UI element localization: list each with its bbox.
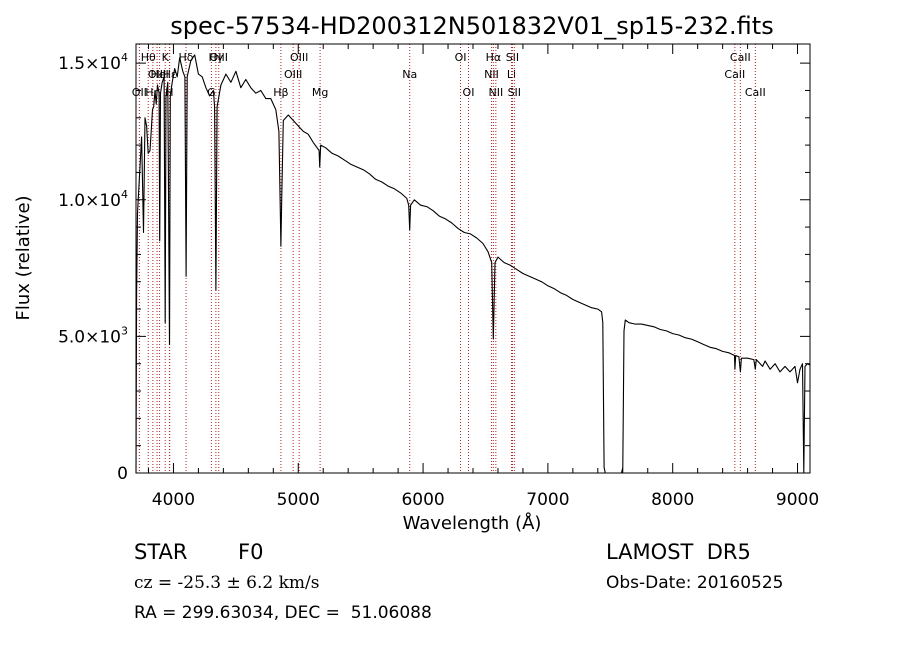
line-marker-label: OI xyxy=(463,86,475,99)
object-class: STAR xyxy=(134,540,188,564)
line-marker-label: NII xyxy=(488,86,503,99)
y-tick-label: 1.5×104 xyxy=(58,51,128,74)
line-marker-label: OIII xyxy=(148,68,166,81)
x-tick-label: 9000 xyxy=(776,490,819,510)
line-marker-label: Mg xyxy=(312,86,328,99)
y-axis: 0 5.0×103 1.0×104 1.5×104 xyxy=(58,51,810,484)
chart-title: spec-57534-HD200312N501832V01_sp15-232.f… xyxy=(170,12,773,40)
y-tick-label: 1.0×104 xyxy=(58,188,128,211)
line-marker-label: CaII xyxy=(730,51,751,64)
x-tick-label: 6000 xyxy=(401,490,444,510)
x-axis: 4000 5000 6000 7000 8000 9000 xyxy=(147,44,819,510)
line-marker-label: NII xyxy=(484,68,499,81)
line-marker-label: OI xyxy=(455,51,467,64)
line-marker-label: Li xyxy=(507,68,516,81)
line-marker-label: SII xyxy=(508,86,521,99)
line-marker-label: CaII xyxy=(724,68,745,81)
line-marker-label: OIII xyxy=(210,51,228,64)
line-markers: OIIHθHηOIIIHeIKHHεHδGHγOIIIHβOIIIOIIIMgN… xyxy=(132,44,766,473)
obs-date: Obs-Date: 20160525 xyxy=(606,573,784,593)
line-marker-label: CaII xyxy=(745,86,766,99)
x-tick-label: 8000 xyxy=(651,490,694,510)
x-axis-label: Wavelength (Å) xyxy=(403,512,542,534)
y-axis-label: Flux (relative) xyxy=(13,195,34,320)
line-marker-label: Hβ xyxy=(273,86,288,99)
survey-label: LAMOST DR5 xyxy=(606,540,751,564)
x-tick-label: 5000 xyxy=(277,490,320,510)
y-tick-label: 5.0×103 xyxy=(58,324,128,347)
line-marker-label: Hδ xyxy=(179,51,194,64)
line-marker-label: Hα xyxy=(486,51,502,64)
line-marker-label: OIII xyxy=(284,68,302,81)
redshift-value: cz = -25.3 ± 6.2 km/s xyxy=(134,573,320,593)
spectral-subclass: F0 xyxy=(238,540,264,564)
spectrum-series-line xyxy=(135,54,811,474)
x-tick-label: 7000 xyxy=(526,490,569,510)
line-marker-label: SII xyxy=(506,51,519,64)
line-marker-label: Na xyxy=(402,68,417,81)
x-tick-label: 4000 xyxy=(152,490,195,510)
coordinates: RA = 299.63034, DEC = 51.06088 xyxy=(134,603,432,623)
plot-frame xyxy=(135,43,811,474)
y-tick-label: 0 xyxy=(117,464,128,484)
line-marker-label: Hθ xyxy=(141,51,156,64)
line-marker-label: Hγ xyxy=(208,51,223,64)
line-marker-label: OIII xyxy=(290,51,308,64)
line-marker-label: K xyxy=(162,51,170,64)
